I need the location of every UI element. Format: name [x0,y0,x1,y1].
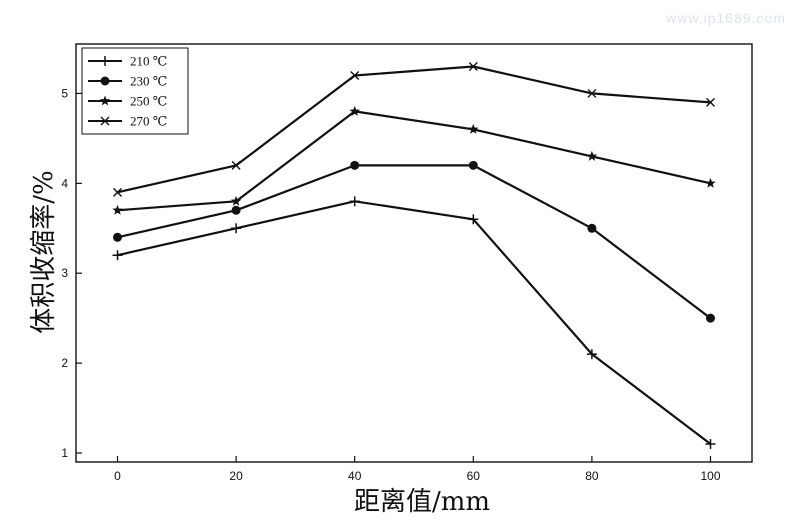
data-point [231,223,242,234]
data-point [230,195,242,206]
series-2 [113,160,715,323]
data-point [112,250,123,261]
data-point [705,313,715,323]
data-point [468,123,479,134]
data-point [586,349,597,360]
legend-label: 210 ℃ [130,54,167,69]
chart-series-layer [112,61,716,450]
data-point [586,150,598,161]
series-1 [112,196,716,450]
chart-legend: 210 ℃ 230 ℃ 250 ℃ 270 ℃ [81,47,189,135]
x-tick-label: 40 [348,469,362,483]
data-point [349,105,360,116]
x-tick-label: 0 [114,469,121,483]
series-line [117,110,711,212]
y-axis-title: 体积收缩率/% [29,170,59,333]
data-point [587,88,597,98]
y-tick-label: 1 [61,446,68,460]
legend-marker [100,76,110,86]
data-point [705,97,715,107]
legend-label: 230 ℃ [130,74,167,89]
data-point [113,187,123,197]
y-tick-label: 2 [61,356,68,370]
legend-marker [100,116,110,126]
series-line [117,164,712,320]
data-point [468,160,478,170]
data-point [231,160,241,170]
series-3 [112,105,716,215]
y-tick-label: 5 [61,86,68,100]
chart-axes: 0 20 40 60 80 100 1 2 3 4 5 [61,43,753,483]
plot-frame [75,43,753,463]
series-line [117,200,712,445]
series-4 [113,61,715,197]
data-point [350,70,360,80]
data-point [468,214,479,225]
data-point [349,196,360,207]
data-point [705,439,716,450]
data-point [231,205,241,215]
x-tick-label: 60 [467,469,481,483]
data-point [705,177,716,188]
legend-marker [100,56,110,66]
y-tick-label: 4 [61,176,68,190]
legend-item: 250 ℃ [88,94,167,109]
legend-marker [99,95,111,106]
legend-item: 270 ℃ [88,114,167,129]
data-point [112,204,123,215]
watermark-text: www.ip1689.com [666,10,786,26]
x-tick-label: 80 [585,469,599,483]
y-tick-label: 3 [61,266,68,280]
x-tick-label: 100 [700,469,720,483]
data-point [468,61,478,71]
legend-label: 250 ℃ [130,94,167,109]
legend-item: 210 ℃ [88,54,167,69]
series-line [117,65,711,194]
x-tick-label: 20 [229,469,243,483]
legend-box [81,47,189,135]
data-point [113,232,123,242]
legend-label: 270 ℃ [130,114,167,129]
data-point [587,223,597,233]
data-point [350,160,360,170]
x-axis-title: 距离值/mm [354,487,490,517]
legend-item: 230 ℃ [88,74,167,89]
